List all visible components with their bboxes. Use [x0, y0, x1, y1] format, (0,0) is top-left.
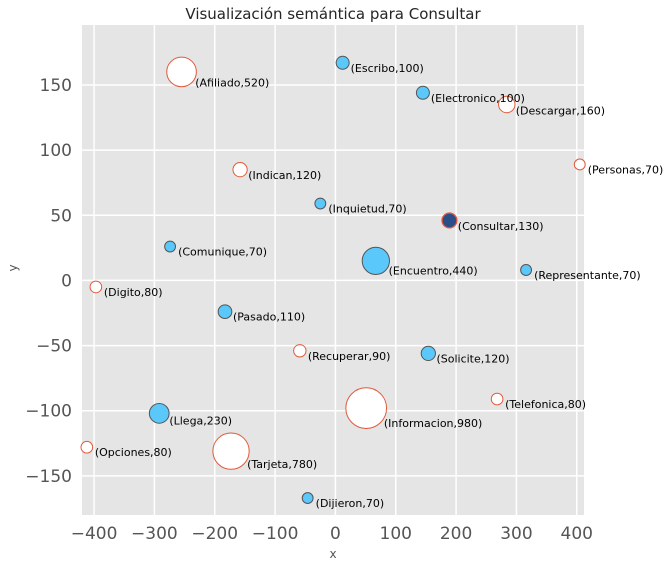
point-llega: [148, 402, 170, 424]
x-tick-label: −100: [252, 524, 299, 544]
x-tick-label: 0: [330, 524, 341, 544]
chart-title: Visualización semántica para Consultar: [185, 5, 481, 23]
point-solicite: [420, 345, 436, 362]
point-afiliado: [166, 56, 197, 88]
point-recuperar: [293, 344, 307, 358]
point-label: (Pasado,110): [233, 311, 305, 324]
point-dijieron: [301, 492, 314, 504]
point-label: (Informacion,980): [384, 417, 482, 430]
y-tick-label: −100: [25, 402, 72, 422]
point-indican: [232, 162, 248, 178]
point-label: (Representante,70): [534, 269, 641, 282]
x-tick-label: −400: [71, 524, 118, 544]
y-axis-label: y: [6, 264, 20, 271]
point-label: (Opciones,80): [95, 446, 172, 459]
x-tick-label: 400: [561, 524, 593, 544]
point-label: (Digito,80): [104, 286, 163, 299]
y-tick-label: 0: [61, 271, 72, 291]
y-tick-label: −150: [25, 467, 72, 487]
point-label: (Inquietud,70): [328, 203, 406, 216]
point-pasado: [217, 304, 233, 320]
point-labels: (Afiliado,520) (Escribo,100) (Electronico,…: [95, 62, 663, 510]
point-label: (Encuentro,440): [389, 265, 478, 278]
point-comunique: [164, 240, 177, 253]
point-descargar: [498, 95, 516, 114]
point-label: (Electronico,100): [431, 92, 525, 105]
x-tick-label: 300: [500, 524, 532, 544]
point-escribo: [335, 55, 350, 70]
point-digito: [89, 280, 103, 294]
y-tick-label: 150: [40, 76, 72, 96]
point-telefonica: [490, 392, 504, 406]
tick-labels: −400 −300 −200 −100 0 100 200 300 400 −150 −100 −50…: [25, 76, 593, 544]
point-label: (Personas,70): [588, 163, 664, 176]
point-label: (Afiliado,520): [195, 77, 269, 90]
point-label: (Dijieron,70): [316, 497, 384, 510]
y-tick-label: 100: [40, 141, 72, 161]
y-tick-label: −50: [36, 337, 72, 357]
x-tick-label: 100: [380, 524, 412, 544]
point-label: (Llega,230): [169, 414, 232, 427]
point-label: (Solicite,120): [436, 353, 509, 366]
x-axis-label: x: [329, 547, 336, 561]
points: [80, 55, 586, 504]
y-tick-label: 50: [50, 206, 72, 226]
point-consultar: [441, 212, 458, 229]
point-label: (Comunique,70): [178, 246, 267, 259]
point-inquietud: [314, 197, 327, 210]
point-representante: [520, 264, 533, 276]
point-personas: [573, 158, 586, 171]
point-label: (Indican,120): [248, 169, 321, 182]
point-tarjeta: [212, 432, 250, 470]
point-electronico: [415, 85, 430, 100]
point-label: (Consultar,130): [458, 220, 544, 233]
point-label: (Tarjeta,780): [247, 458, 317, 471]
grid: [82, 25, 584, 515]
point-label: (Recuperar,90): [308, 350, 391, 363]
point-label: (Telefonica,80): [505, 398, 586, 411]
point-opciones: [80, 440, 94, 454]
x-tick-label: −200: [191, 524, 238, 544]
point-label: (Escribo,100): [351, 62, 424, 75]
point-informacion: [345, 387, 388, 429]
x-tick-label: −300: [131, 524, 178, 544]
point-encuentro: [361, 246, 390, 276]
point-label: (Descargar,160): [516, 104, 605, 117]
x-tick-label: 200: [440, 524, 472, 544]
